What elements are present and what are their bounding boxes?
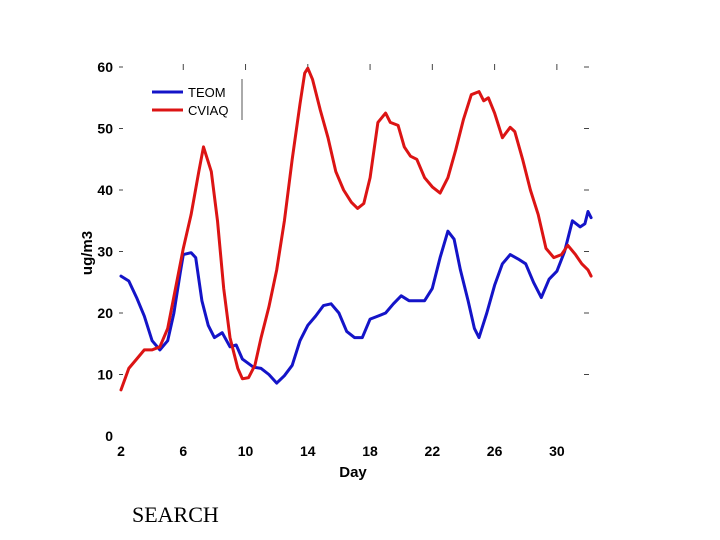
- x-tick-label: 30: [549, 443, 565, 459]
- x-tick-label: 6: [179, 443, 187, 459]
- x-axis-title: Day: [339, 464, 367, 481]
- x-tick-label: 10: [238, 443, 254, 459]
- y-tick-label: 30: [97, 244, 113, 260]
- legend-label-teom: TEOM: [188, 85, 226, 100]
- chart-series: [119, 66, 593, 392]
- legend-label-cviaq: CVIAQ: [188, 103, 228, 118]
- y-tick-label: 10: [97, 367, 113, 383]
- chart-legend: TEOM CVIAQ: [152, 79, 243, 120]
- x-tick-label: 18: [362, 443, 378, 459]
- footer-label: SEARCH: [132, 502, 219, 527]
- series-line-cviaq: [119, 66, 593, 392]
- x-tick-label: 14: [300, 443, 316, 459]
- x-tick-label: 2: [117, 443, 125, 459]
- x-tick-label: 26: [487, 443, 503, 459]
- y-axis-title: ug/m3: [79, 231, 96, 275]
- y-tick-label: 20: [97, 305, 113, 321]
- x-tick-label: 22: [425, 443, 441, 459]
- y-tick-label: 60: [97, 59, 113, 75]
- y-tick-label: 40: [97, 182, 113, 198]
- y-tick-label: 0: [105, 428, 113, 444]
- y-tick-label: 50: [97, 121, 113, 137]
- series-line-teom: [119, 210, 593, 385]
